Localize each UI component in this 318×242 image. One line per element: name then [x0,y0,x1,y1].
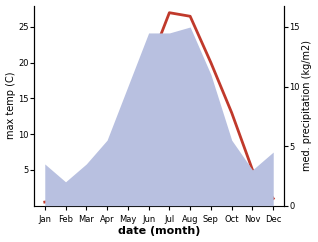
X-axis label: date (month): date (month) [118,227,200,236]
Y-axis label: med. precipitation (kg/m2): med. precipitation (kg/m2) [302,40,313,171]
Y-axis label: max temp (C): max temp (C) [5,72,16,139]
